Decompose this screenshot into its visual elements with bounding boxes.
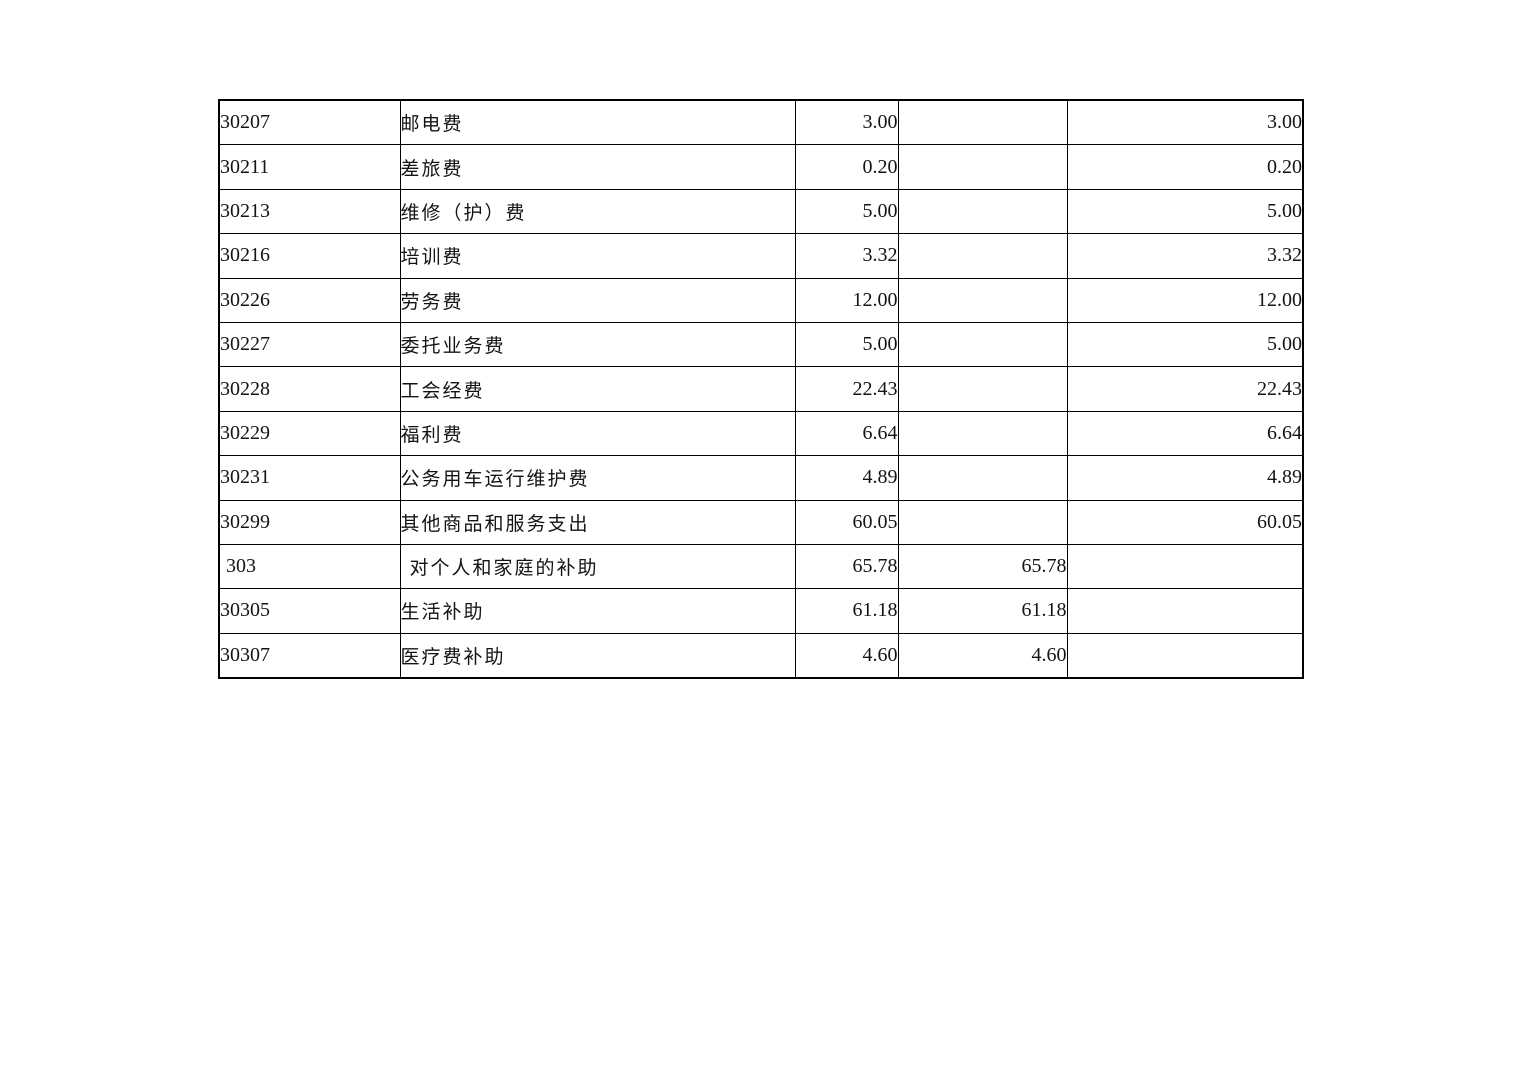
amount-cell-3: 6.64 <box>1066 410 1304 457</box>
table-row: 30307 医疗费补助 4.60 4.60 <box>218 632 1304 679</box>
amount-cell-1: 0.20 <box>794 144 899 190</box>
amount-cell-1: 4.89 <box>794 455 899 501</box>
code-cell: 30229 <box>218 410 401 457</box>
amount-cell-3: 3.32 <box>1066 233 1304 279</box>
table-row: 30226 劳务费 12.00 12.00 <box>218 277 1304 323</box>
amount-cell-3: 3.00 <box>1066 99 1304 146</box>
amount-cell-3: 5.00 <box>1066 188 1304 235</box>
amount-cell-3: 0.20 <box>1066 144 1304 190</box>
amount-cell-1: 61.18 <box>794 588 899 634</box>
table-row: 30228 工会经费 22.43 22.43 <box>218 366 1304 412</box>
code-cell: 30228 <box>218 366 401 412</box>
table-row: 30299 其他商品和服务支出 60.05 60.05 <box>218 499 1304 545</box>
amount-cell-2 <box>897 366 1068 412</box>
amount-cell-1: 12.00 <box>794 277 899 323</box>
amount-cell-2 <box>897 321 1068 368</box>
code-cell: 30216 <box>218 233 401 279</box>
item-name-cell: 对个人和家庭的补助 <box>399 543 796 590</box>
amount-cell-3: 60.05 <box>1066 499 1304 545</box>
amount-cell-1: 60.05 <box>794 499 899 545</box>
amount-cell-2 <box>897 99 1068 146</box>
code-cell: 30305 <box>218 588 401 634</box>
code-cell: 30299 <box>218 499 401 545</box>
amount-cell-1: 5.00 <box>794 188 899 235</box>
amount-cell-1: 3.00 <box>794 99 899 146</box>
table-row: 30229 福利费 6.64 6.64 <box>218 410 1304 457</box>
amount-cell-2 <box>897 410 1068 457</box>
item-name-cell: 邮电费 <box>399 99 796 146</box>
item-name-cell: 培训费 <box>399 233 796 279</box>
amount-cell-1: 3.32 <box>794 233 899 279</box>
amount-cell-3: 12.00 <box>1066 277 1304 323</box>
amount-cell-3: 5.00 <box>1066 321 1304 368</box>
amount-cell-2: 65.78 <box>897 543 1068 590</box>
amount-cell-2 <box>897 277 1068 323</box>
amount-cell-2 <box>897 499 1068 545</box>
amount-cell-2 <box>897 455 1068 501</box>
amount-cell-2: 4.60 <box>897 632 1068 679</box>
item-name-cell: 劳务费 <box>399 277 796 323</box>
amount-cell-1: 65.78 <box>794 543 899 590</box>
amount-cell-2 <box>897 188 1068 235</box>
table-row: 30213 维修（护）费 5.00 5.00 <box>218 188 1304 235</box>
code-cell: 30226 <box>218 277 401 323</box>
code-cell: 30213 <box>218 188 401 235</box>
amount-cell-1: 5.00 <box>794 321 899 368</box>
amount-cell-3 <box>1066 543 1304 590</box>
budget-expense-table: 30207 邮电费 3.00 3.00 30211 差旅费 0.20 0.20 30213 维修（… <box>218 99 1304 680</box>
table-row: 30305 生活补助 61.18 61.18 <box>218 588 1304 634</box>
table-row: 30211 差旅费 0.20 0.20 <box>218 144 1304 190</box>
amount-cell-2 <box>897 144 1068 190</box>
amount-cell-2 <box>897 233 1068 279</box>
amount-cell-3 <box>1066 588 1304 634</box>
item-name-cell: 医疗费补助 <box>399 632 796 679</box>
item-name-cell: 福利费 <box>399 410 796 457</box>
table-row: 30216 培训费 3.32 3.32 <box>218 233 1304 279</box>
item-name-cell: 公务用车运行维护费 <box>399 455 796 501</box>
item-name-cell: 委托业务费 <box>399 321 796 368</box>
table-row: 30231 公务用车运行维护费 4.89 4.89 <box>218 455 1304 501</box>
item-name-cell: 工会经费 <box>399 366 796 412</box>
table-row: 30207 邮电费 3.00 3.00 <box>218 99 1304 146</box>
table-row: 30227 委托业务费 5.00 5.00 <box>218 321 1304 368</box>
amount-cell-1: 22.43 <box>794 366 899 412</box>
code-cell: 30207 <box>218 99 401 146</box>
code-cell: 30231 <box>218 455 401 501</box>
item-name-cell: 生活补助 <box>399 588 796 634</box>
code-cell: 30227 <box>218 321 401 368</box>
item-name-cell: 维修（护）费 <box>399 188 796 235</box>
amount-cell-1: 4.60 <box>794 632 899 679</box>
item-name-cell: 差旅费 <box>399 144 796 190</box>
code-cell: 30211 <box>218 144 401 190</box>
item-name-cell: 其他商品和服务支出 <box>399 499 796 545</box>
amount-cell-1: 6.64 <box>794 410 899 457</box>
amount-cell-3 <box>1066 632 1304 679</box>
amount-cell-3: 4.89 <box>1066 455 1304 501</box>
code-cell: 303 <box>218 543 401 590</box>
table-row: 303 对个人和家庭的补助 65.78 65.78 <box>218 543 1304 590</box>
amount-cell-2: 61.18 <box>897 588 1068 634</box>
code-cell: 30307 <box>218 632 401 679</box>
amount-cell-3: 22.43 <box>1066 366 1304 412</box>
